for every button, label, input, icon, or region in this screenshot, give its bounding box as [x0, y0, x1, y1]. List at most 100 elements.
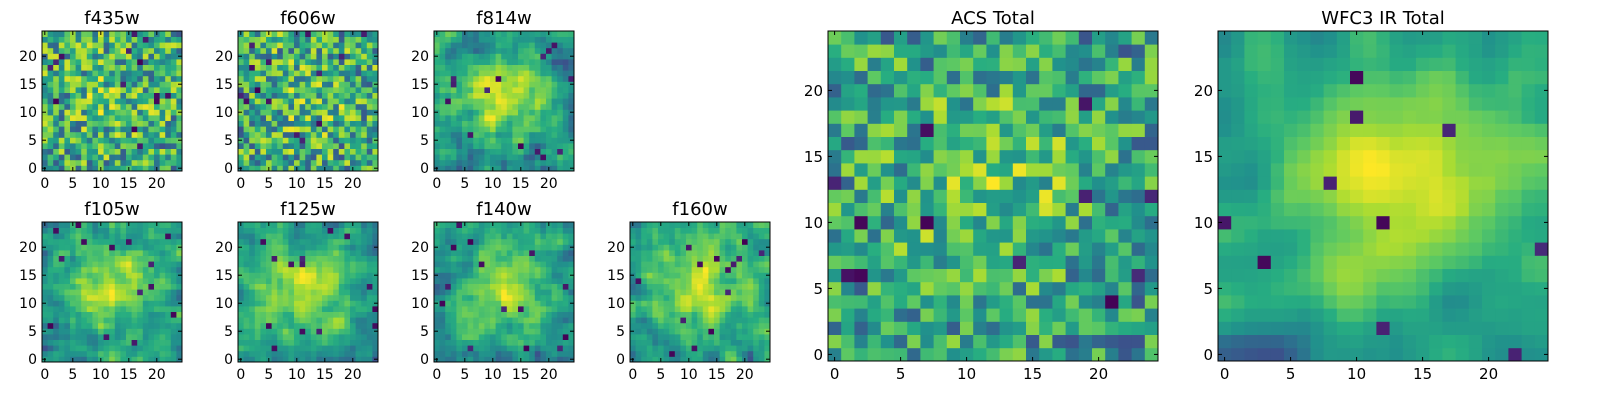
heatmap-cell	[920, 189, 934, 203]
heatmap-cell	[495, 272, 502, 279]
heatmap-cell	[450, 345, 457, 352]
heatmap-cell	[828, 189, 842, 203]
heatmap-cell	[523, 306, 530, 312]
heatmap-cell	[282, 322, 289, 329]
heatmap-cell	[630, 278, 636, 284]
heatmap-cell	[350, 250, 356, 256]
heatmap-cell	[758, 289, 765, 296]
heatmap-cell	[310, 227, 317, 234]
heatmap-cell	[109, 311, 116, 318]
heatmap-cell	[894, 215, 908, 230]
heatmap-cell	[75, 159, 82, 166]
heatmap-cell	[697, 356, 704, 363]
heatmap-cell	[434, 98, 440, 105]
heatmap-cell	[176, 345, 183, 352]
heatmap-cell	[635, 306, 642, 312]
heatmap-cell	[652, 328, 659, 335]
heatmap-cell	[355, 109, 362, 116]
heatmap-cell	[260, 272, 267, 279]
heatmap-cell	[238, 59, 244, 65]
heatmap-cell	[562, 92, 569, 99]
heatmap-cell	[652, 334, 659, 340]
heatmap-cell	[680, 227, 687, 234]
heatmap-cell	[490, 154, 496, 161]
heatmap-cell	[529, 250, 536, 256]
heatmap-cell	[114, 64, 121, 71]
heatmap-cell	[42, 345, 48, 352]
heatmap-cell	[691, 250, 698, 256]
heatmap-cell	[92, 334, 99, 340]
y-tick-label: 5	[420, 133, 429, 149]
heatmap-cell	[725, 250, 732, 256]
heatmap-cell	[154, 261, 160, 268]
heatmap-cell	[758, 227, 765, 234]
heatmap-cell	[534, 109, 541, 116]
heatmap-cell	[92, 92, 99, 99]
heatmap-cell	[131, 42, 138, 49]
heatmap-cell	[282, 59, 289, 65]
heatmap-cell	[70, 294, 76, 301]
heatmap-cell	[322, 250, 328, 256]
heatmap-cell	[546, 289, 552, 296]
heatmap-cell	[131, 289, 138, 296]
heatmap-cell	[697, 233, 704, 240]
heatmap-cell	[758, 300, 765, 307]
heatmap-cell	[254, 233, 261, 240]
heatmap-cell	[473, 98, 480, 105]
heatmap-cell	[81, 126, 88, 133]
heatmap-cell	[753, 345, 760, 352]
heatmap-cell	[355, 345, 362, 352]
heatmap-cell	[81, 143, 88, 149]
heatmap-cell	[568, 36, 575, 43]
heatmap-cell	[1039, 334, 1053, 349]
heatmap-cell	[126, 47, 132, 54]
heatmap-cell	[456, 143, 463, 149]
heatmap-cell	[114, 42, 121, 49]
heatmap-cell	[562, 115, 569, 121]
heatmap-cell	[47, 278, 54, 284]
heatmap-cell	[450, 339, 457, 346]
heatmap-cell	[828, 255, 842, 269]
heatmap-cell	[880, 202, 895, 217]
heatmap-cell	[120, 92, 127, 99]
heatmap-cell	[986, 242, 1000, 256]
heatmap-cell	[551, 103, 558, 110]
heatmap-cell	[714, 278, 720, 284]
heatmap-cell	[506, 283, 513, 290]
heatmap-cell	[137, 328, 144, 335]
heatmap-cell	[294, 350, 300, 357]
x-tick-label: 15	[316, 367, 334, 383]
heatmap-cell	[64, 109, 71, 116]
heatmap-cell	[495, 266, 502, 273]
heatmap-cell	[473, 317, 480, 324]
heatmap-cell	[742, 238, 748, 245]
heatmap-cell	[271, 306, 278, 312]
heatmap-cell	[310, 64, 317, 71]
heatmap-cell	[467, 42, 474, 49]
heatmap-cell	[260, 350, 267, 357]
heatmap-cell	[333, 306, 340, 312]
heatmap-cell	[450, 306, 457, 312]
heatmap-cell	[137, 317, 144, 324]
heatmap-cell	[546, 328, 552, 335]
heatmap-cell	[114, 222, 121, 228]
heatmap-cell	[534, 255, 541, 262]
heatmap-cell	[434, 143, 440, 149]
heatmap-cell	[355, 75, 362, 82]
heatmap-cell	[148, 266, 155, 273]
heatmap-cell	[478, 250, 485, 256]
heatmap-cell	[98, 238, 104, 245]
heatmap-cell	[529, 289, 536, 296]
heatmap-cell	[288, 339, 295, 346]
heatmap-cell	[691, 272, 698, 279]
heatmap-cell	[1118, 295, 1132, 309]
heatmap-cell	[462, 81, 468, 88]
heatmap-cell	[114, 328, 121, 335]
heatmap-cell	[344, 250, 351, 256]
heatmap-cell	[288, 31, 295, 37]
heatmap-cell	[366, 345, 373, 352]
heatmap-cell	[103, 350, 110, 357]
heatmap-cell	[361, 59, 368, 65]
heatmap-cell	[75, 317, 82, 324]
heatmap-cell	[81, 233, 88, 240]
